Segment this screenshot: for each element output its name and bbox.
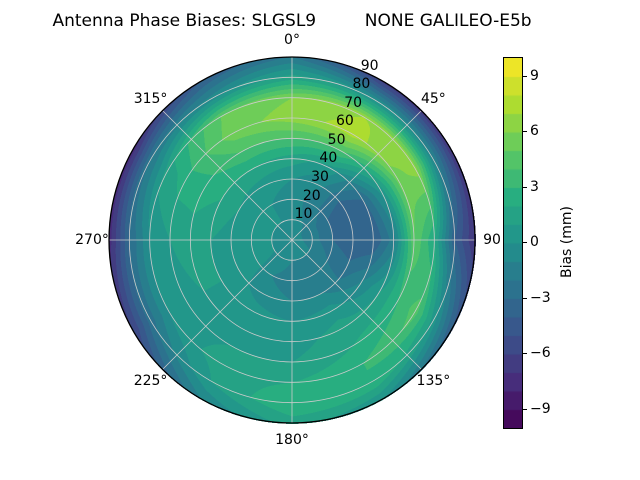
- colorbar-tick--9: [523, 408, 527, 410]
- azimuth-label-45: 45°: [420, 90, 446, 107]
- azimuth-label-0: 0°: [284, 32, 300, 48]
- colorbar-tick-9: [523, 75, 527, 77]
- zenith-label-20: 20: [302, 187, 321, 204]
- colorbar: [503, 57, 523, 429]
- azimuth-label-180: 180°: [275, 432, 309, 448]
- colorbar-tick-label--6: −6: [530, 345, 551, 361]
- colorbar-tick-3: [523, 186, 527, 188]
- zenith-label-30: 30: [311, 168, 329, 185]
- azimuth-label-315: 315°: [133, 90, 168, 107]
- colorbar-tick--6: [523, 353, 527, 355]
- azimuth-label-270: 270°: [75, 232, 109, 248]
- zenith-label-60: 60: [335, 113, 354, 130]
- azimuth-label-90: 90: [483, 232, 501, 248]
- zenith-label-50: 50: [327, 131, 346, 148]
- zenith-label-10: 10: [294, 206, 313, 223]
- colorbar-tick-label--9: −9: [530, 400, 551, 417]
- zenith-label-90: 90: [360, 57, 379, 74]
- zenith-label-70: 70: [344, 94, 363, 111]
- colorbar-tick-label-9: 9: [530, 67, 539, 84]
- azimuth-label-225: 225°: [133, 373, 168, 390]
- colorbar-tick-6: [523, 131, 527, 133]
- colorbar-tick-label-0: 0: [530, 234, 539, 250]
- colorbar-tick-0: [523, 242, 527, 244]
- azimuth-label-135: 135°: [416, 373, 451, 390]
- zenith-label-80: 80: [352, 76, 371, 93]
- zenith-label-40: 40: [319, 150, 338, 167]
- colorbar-tick--3: [523, 297, 527, 299]
- colorbar-label: Bias (mm): [559, 205, 575, 279]
- colorbar-tick-label--3: −3: [530, 289, 551, 306]
- colorbar-tick-label-3: 3: [530, 178, 539, 195]
- chart-title: Antenna Phase Biases: SLGSL9 NONE GALILE…: [52, 11, 532, 31]
- colorbar-tick-label-6: 6: [530, 123, 539, 139]
